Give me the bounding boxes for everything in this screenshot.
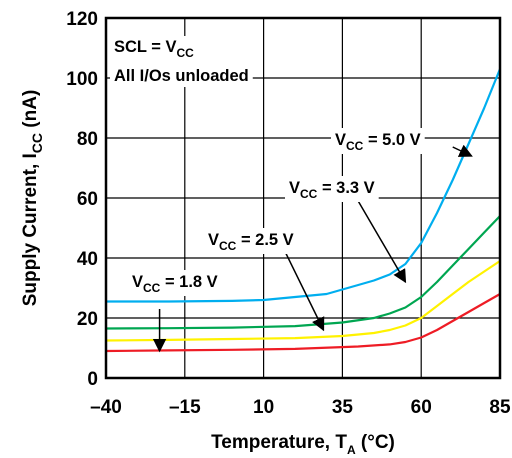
condition-scl: SCL = VCC <box>114 38 194 60</box>
conditions-bg <box>110 36 253 87</box>
x-tick-label: –15 <box>169 397 201 418</box>
plot-frame <box>104 16 502 380</box>
series-label-bg <box>331 128 425 154</box>
y-tick-label: 100 <box>66 69 98 90</box>
annotation-arrow <box>452 144 473 157</box>
series-label: VCC = 2.5 V <box>204 228 298 254</box>
y-tick-label: 60 <box>77 189 98 210</box>
series-label-text: VCC = 5.0 V <box>335 131 421 153</box>
series-label-text: VCC = 1.8 V <box>132 273 218 295</box>
x-axis-title-subscript: A <box>347 443 356 457</box>
series-label: VCC = 3.3 V <box>285 176 379 202</box>
y-tick-label: 40 <box>77 249 98 270</box>
series-line <box>105 293 501 353</box>
x-tick-label: 60 <box>411 397 432 418</box>
series-label-bg <box>204 228 298 254</box>
x-tick-label: 85 <box>489 397 511 418</box>
annotation-arrow <box>357 200 407 284</box>
x-axis-title: Temperature, TA (°C) <box>211 432 395 457</box>
y-tick-label: 80 <box>77 129 98 150</box>
x-tick-labels: –40 –15 10 35 60 85 <box>90 397 511 418</box>
series-label-bg <box>285 176 379 202</box>
y-tick-label: 120 <box>66 9 98 30</box>
series-label-text: VCC = 3.3 V <box>289 179 375 201</box>
series-label: VCC = 1.8 V <box>128 270 222 296</box>
y-axis-title-main: Supply Current, I <box>20 153 41 306</box>
conditions-text: SCL = VCC All I/Os unloaded <box>110 36 253 87</box>
condition-io-unloaded: All I/Os unloaded <box>114 67 249 85</box>
y-tick-labels: 0 20 40 60 80 100 120 <box>66 9 98 390</box>
series-label-bg <box>128 270 222 296</box>
annotation-arrow <box>278 239 325 332</box>
series-layer <box>105 68 502 353</box>
y-tick-label: 0 <box>87 369 98 390</box>
y-axis-title: Supply Current, ICC (nA) <box>20 90 45 307</box>
x-tick-label: 35 <box>332 397 354 418</box>
x-tick-label: –40 <box>90 397 122 418</box>
series-line <box>106 68 502 303</box>
series-label-text: VCC = 2.5 V <box>208 231 294 253</box>
series-line <box>105 215 501 330</box>
y-axis-title-subscript: CC <box>29 133 45 153</box>
x-axis-title-main: Temperature, T <box>211 432 347 453</box>
annotation-layer: VCC = 1.8 V VCC = 2.5 V VCC = 3.3 V VCC = 5… <box>128 128 473 353</box>
series-line <box>105 260 501 342</box>
series-label: VCC = 5.0 V <box>331 128 425 154</box>
y-tick-label: 20 <box>77 309 98 330</box>
x-axis-title-unit: (°C) <box>356 432 395 453</box>
y-axis-title-unit: (nA) <box>20 90 41 133</box>
x-tick-label: 10 <box>253 397 274 418</box>
grid-lines <box>106 18 500 378</box>
